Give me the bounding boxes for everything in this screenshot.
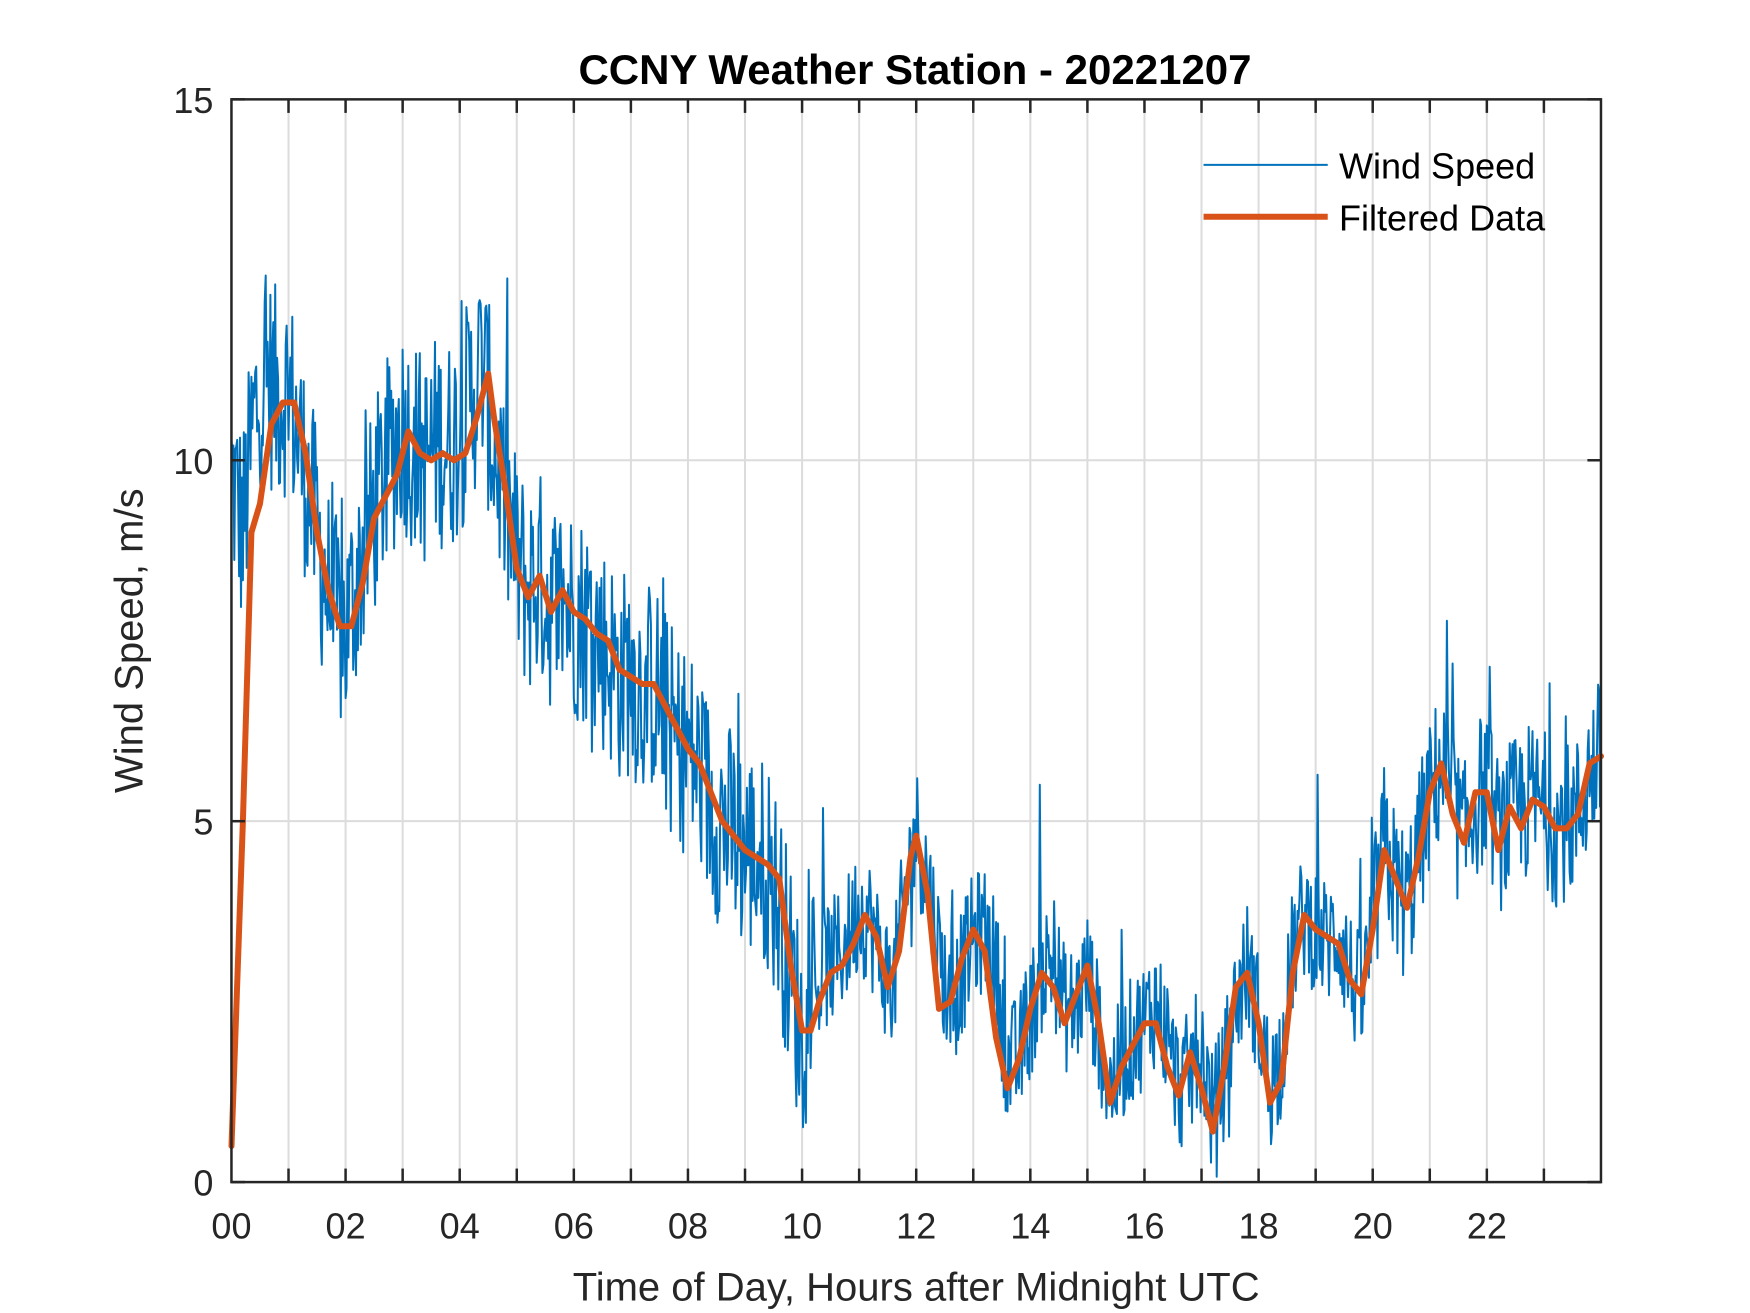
- x-axis-label: Time of Day, Hours after Midnight UTC: [573, 1266, 1260, 1310]
- series-filtered-data: [228, 370, 1604, 1149]
- x-tick-label: 20: [1353, 1206, 1393, 1247]
- legend[interactable]: Wind Speed Filtered Data: [1203, 145, 1547, 238]
- x-tick-labels: 00 02 04 06 08 10 12 14 16 18 20 22: [211, 1206, 1506, 1247]
- x-tick-label: 04: [440, 1206, 480, 1247]
- series-layer: [228, 274, 1604, 1178]
- x-tick-label: 06: [554, 1206, 594, 1247]
- y-tick-label: 0: [193, 1163, 213, 1204]
- axis-ticks: [231, 98, 1601, 1184]
- y-tick-labels: 0 5 10 15: [173, 80, 213, 1204]
- plot-area: 00 02 04 06 08 10 12 14 16 18 20 22 0 5 10 15: [173, 80, 1604, 1247]
- y-axis-label: Wind Speed, m/s: [107, 488, 151, 793]
- y-tick-label: 10: [173, 441, 213, 482]
- x-tick-label: 08: [668, 1206, 708, 1247]
- x-tick-label: 18: [1239, 1206, 1279, 1247]
- x-tick-label: 14: [1010, 1206, 1050, 1247]
- x-tick-label: 02: [326, 1206, 366, 1247]
- x-tick-label: 12: [896, 1206, 936, 1247]
- x-tick-label: 10: [782, 1206, 822, 1247]
- chart-title: CCNY Weather Station - 20221207: [578, 46, 1251, 93]
- legend-label-wind-speed: Wind Speed: [1339, 145, 1535, 186]
- x-tick-label: 22: [1467, 1206, 1507, 1247]
- y-tick-label: 5: [193, 802, 213, 843]
- x-tick-label: 00: [211, 1206, 251, 1247]
- x-tick-label: 16: [1124, 1206, 1164, 1247]
- legend-label-filtered-data: Filtered Data: [1339, 197, 1546, 238]
- y-tick-label: 15: [173, 80, 213, 121]
